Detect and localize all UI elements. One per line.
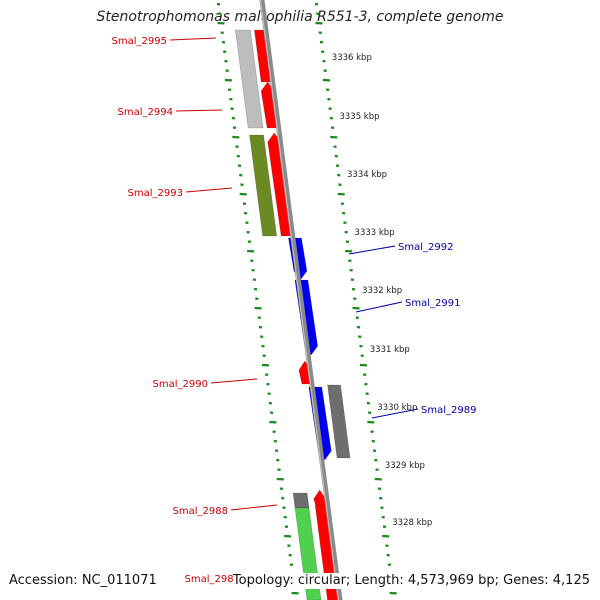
- scale-label: 3336 kbp: [332, 53, 372, 63]
- gene-label: Smal_2995: [112, 36, 167, 47]
- backbone: [259, 0, 343, 600]
- gene-bar-2989-dark: [327, 384, 351, 459]
- gene-leader: [355, 301, 403, 313]
- gene-label: Smal_2990: [153, 379, 208, 390]
- gene-leader: [169, 37, 217, 41]
- scale-label: 3332 kbp: [362, 286, 402, 296]
- gene-bar-2988-dark: [292, 492, 310, 509]
- gene-label: Smal_2992: [398, 242, 453, 253]
- accession-label: Accession: NC_011071: [9, 573, 157, 589]
- gene-label: Smal_2991: [405, 298, 460, 309]
- scale-label: 3328 kbp: [392, 518, 432, 528]
- gene-features: [235, 29, 351, 600]
- map-title: Stenotrophomonas maltophilia R551-3, com…: [96, 9, 504, 25]
- gene-label: Smal_2993: [128, 188, 183, 199]
- gene-leader: [175, 109, 223, 112]
- gene-label: Smal_2989: [421, 405, 476, 416]
- gene-leader: [371, 408, 419, 419]
- tick-marks: [216, 2, 397, 595]
- topology-summary: Topology: circular; Length: 4,573,969 bp…: [232, 573, 590, 589]
- gene-leader: [348, 245, 396, 255]
- gene-leader: [230, 504, 278, 511]
- scale-label: 3334 kbp: [347, 170, 387, 180]
- gene-leader: [185, 187, 233, 193]
- gene-bar-2995: [235, 29, 264, 129]
- gene-labels: Smal_2995 Smal_2994 Smal_2993 Smal_2992 Smal…: [112, 36, 477, 585]
- scale-label: 3331 kbp: [370, 345, 410, 355]
- scale-label: 3329 kbp: [385, 461, 425, 471]
- gene-label: Smal_2987: [185, 574, 240, 585]
- scale-labels: 3336 kbp 3335 kbp 3334 kbp 3333 kbp 3332 kbp…: [332, 53, 433, 528]
- scale-label: 3335 kbp: [339, 112, 379, 122]
- gene-leader: [210, 378, 258, 384]
- gene-bar-2993: [249, 134, 278, 237]
- scale-label: 3330 kbp: [377, 403, 417, 413]
- backbone-highlight: [260, 0, 339, 600]
- gene-label: Smal_2994: [118, 107, 173, 118]
- gene-label: Smal_2988: [173, 506, 228, 517]
- scale-label: 3333 kbp: [355, 228, 395, 238]
